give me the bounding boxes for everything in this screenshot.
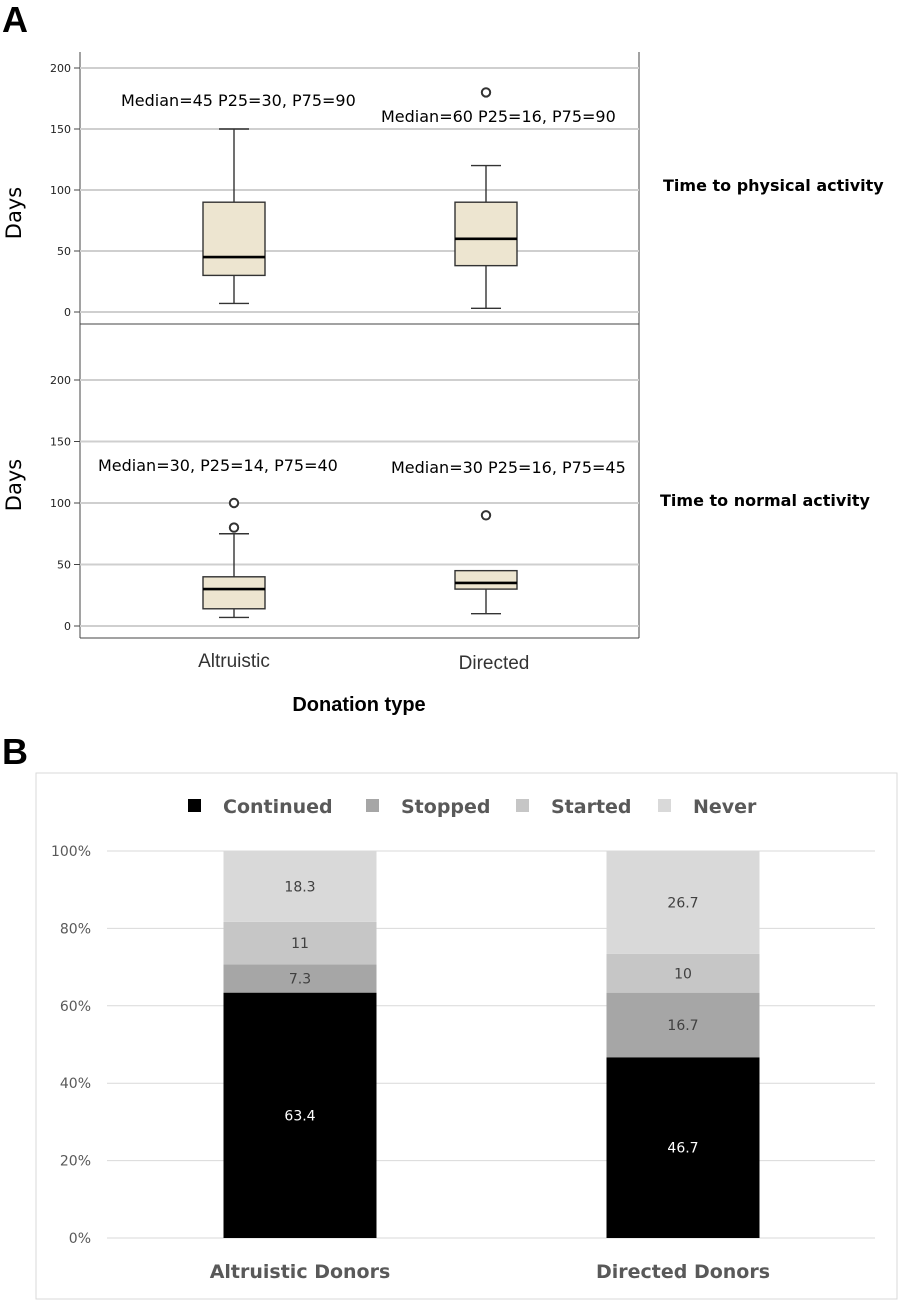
altruistic-stopped-segment — [223, 964, 377, 993]
panel-b-stacked-bar-chart: B Continued Stopped Started Never 0% 20% 40% 6… — [0, 735, 901, 1302]
physical-altruistic-box — [202, 201, 266, 277]
physical-y-tick-label: 100 — [50, 184, 71, 197]
legend-swatch-stopped — [366, 799, 379, 812]
legend-label-stopped: Stopped — [401, 796, 491, 818]
altruistic-never-segment-value-label: 18.3 — [284, 879, 315, 895]
lower-panel-title: Time to normal activity — [660, 491, 870, 510]
upper-y-axis-label: Days — [2, 187, 26, 239]
legend-label-never: Never — [693, 796, 757, 818]
normal-directed-outlier — [480, 510, 492, 521]
legend-swatch-never — [658, 799, 671, 812]
directed-continued-segment-value-label: 46.7 — [667, 1141, 698, 1157]
legend-label-started: Started — [551, 796, 632, 818]
normal-altruistic-box — [202, 576, 266, 610]
x-axis-title: Donation type — [292, 694, 425, 716]
altruistic-never-segment — [223, 851, 377, 922]
directed-stopped-segment — [606, 992, 760, 1058]
normal-altruistic-outlier — [228, 497, 240, 509]
panel-a-boxplots: A 0 50 100 150 200 0 50 100 150 200 Days Days Me… — [2, 0, 884, 716]
normal-directed-box — [454, 569, 518, 590]
physical-y-tick-label: 200 — [50, 62, 71, 75]
normal-altruistic-outlier — [228, 522, 240, 533]
normal-y-tick-label: 50 — [57, 559, 71, 572]
altruistic-continued-segment-value-label: 63.4 — [284, 1108, 315, 1124]
altruistic-started-segment-value-label: 11 — [291, 936, 309, 952]
category-label-directed-donors: Directed Donors — [596, 1261, 770, 1283]
lower-annotation-directed: Median=30 P25=16, P75=45 — [391, 458, 626, 477]
physical-directed-box — [454, 201, 518, 267]
physical-y-tick-label: 150 — [50, 123, 71, 136]
legend-swatch-started — [516, 799, 529, 812]
directed-never-segment-value-label: 26.7 — [667, 895, 698, 911]
upper-annotation-directed: Median=60 P25=16, P75=90 — [381, 107, 616, 126]
x-tick-label-altruistic: Altruistic — [198, 651, 270, 672]
directed-never-segment — [606, 850, 760, 954]
physical-y-tick-label: 0 — [64, 306, 71, 319]
legend: Continued Stopped Started Never — [188, 796, 757, 818]
normal-y-tick-label: 150 — [50, 436, 71, 449]
stacked-bars: 63.4 7.3 11 18.3 46.7 16.7 10 26.7 — [223, 850, 760, 1238]
normal-activity-subplot: 0 50 100 150 200 — [50, 374, 639, 633]
upper-panel-title: Time to physical activity — [663, 176, 884, 195]
panel-b-label: B — [2, 735, 28, 772]
y-tick-label: 20% — [60, 1154, 91, 1170]
legend-swatch-continued — [188, 799, 201, 812]
directed-started-segment — [606, 953, 760, 993]
altruistic-stopped-segment-value-label: 7.3 — [289, 972, 311, 988]
y-tick-label: 80% — [60, 921, 91, 937]
normal-y-tick-label: 0 — [64, 620, 71, 633]
directed-stopped-segment-value-label: 16.7 — [667, 1018, 698, 1034]
physical-activity-subplot: 0 50 100 150 200 — [50, 62, 639, 319]
normal-y-tick-label: 200 — [50, 374, 71, 387]
chart-area-border — [35, 772, 898, 1300]
legend-label-continued: Continued — [223, 796, 333, 818]
upper-annotation-altruistic: Median=45 P25=30, P75=90 — [121, 91, 356, 110]
normal-y-tick-label: 100 — [50, 497, 71, 510]
y-tick-label: 40% — [60, 1076, 91, 1092]
directed-started-segment-value-label: 10 — [674, 966, 692, 982]
y-tick-label: 100% — [51, 844, 91, 860]
x-tick-label-directed: Directed — [459, 653, 530, 674]
altruistic-started-segment — [223, 921, 377, 965]
y-tick-label: 0% — [69, 1231, 91, 1247]
panel-a-label: A — [2, 0, 28, 40]
physical-directed-outlier — [480, 87, 492, 98]
y-tick-label: 60% — [60, 999, 91, 1015]
altruistic-continued-segment — [223, 992, 377, 1238]
physical-y-tick-label: 50 — [57, 245, 71, 258]
category-label-altruistic-donors: Altruistic Donors — [210, 1261, 391, 1283]
lower-y-axis-label: Days — [2, 459, 26, 511]
directed-continued-segment — [606, 1057, 760, 1238]
lower-annotation-altruistic: Median=30, P25=14, P75=40 — [98, 456, 338, 475]
